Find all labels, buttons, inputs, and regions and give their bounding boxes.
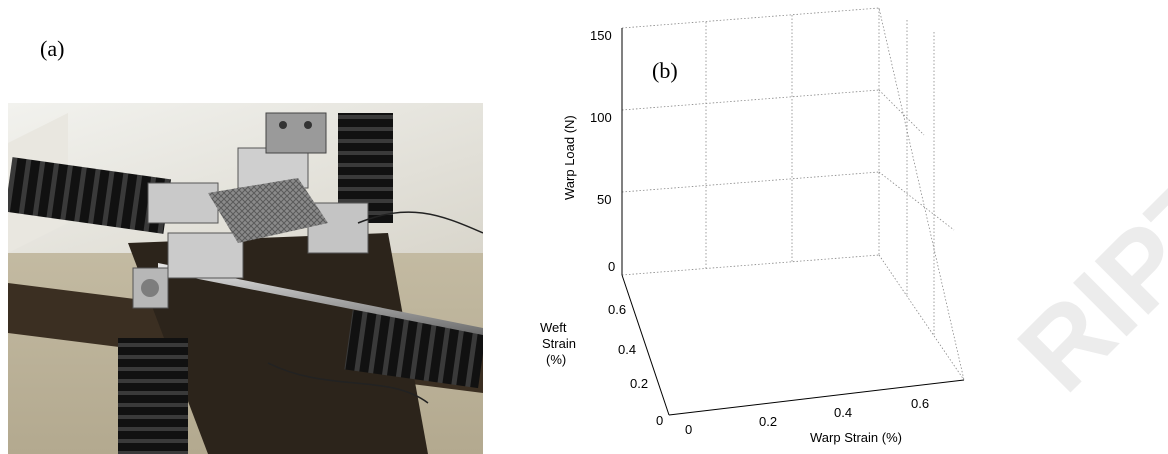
svg-text:0.4: 0.4: [618, 342, 636, 357]
svg-text:150: 150: [590, 28, 612, 43]
z-ticks: 150 100 50 0: [590, 28, 615, 274]
svg-text:0.2: 0.2: [630, 376, 648, 391]
axis-lines: [621, 28, 965, 416]
svg-text:0: 0: [685, 422, 692, 437]
svg-text:50: 50: [597, 192, 611, 207]
svg-text:0.6: 0.6: [608, 302, 626, 317]
panel-b-label: (b): [652, 58, 678, 83]
y-axis-label-line3: (%): [546, 352, 566, 367]
y-axis-label-line1: Weft: [540, 320, 567, 335]
panel-a-label: (a): [40, 36, 65, 61]
svg-text:0: 0: [608, 259, 615, 274]
z-axis-label: Warp Load (N): [562, 115, 577, 200]
y-axis-label-line2: Strain: [542, 336, 576, 351]
test-rig-photo: [8, 103, 483, 454]
svg-text:RIPT: RIPT: [995, 151, 1168, 415]
y-ticks: 0.6 0.4 0.2 0: [608, 302, 663, 428]
surface-plot: RIPT 150 100 50 0 0.6 0: [540, 7, 1168, 445]
watermark: RIPT: [995, 151, 1168, 415]
svg-text:0.6: 0.6: [911, 396, 929, 411]
svg-text:0: 0: [656, 413, 663, 428]
x-ticks: 0 0.2 0.4 0.6: [685, 396, 929, 437]
svg-text:100: 100: [590, 110, 612, 125]
svg-text:0.4: 0.4: [834, 405, 852, 420]
svg-text:0.2: 0.2: [759, 414, 777, 429]
x-axis-label: Warp Strain (%): [810, 430, 902, 445]
